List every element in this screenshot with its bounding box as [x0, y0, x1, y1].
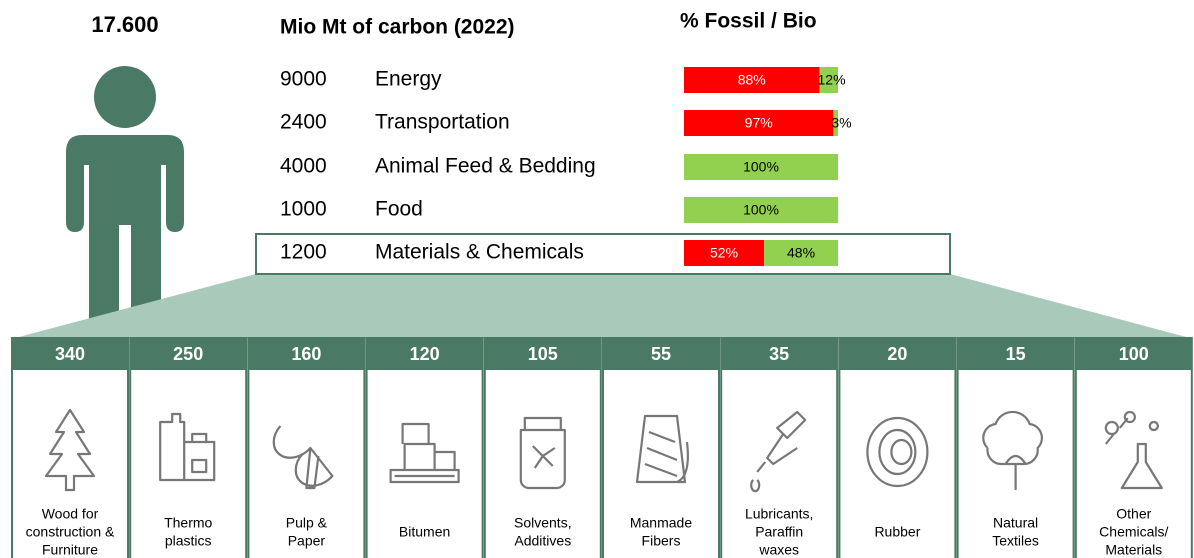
card-label: waxes [758, 542, 799, 558]
card-amount: 55 [651, 344, 671, 364]
card-label: Other [1116, 506, 1151, 522]
card-header [12, 338, 128, 370]
card-label: Rubber [874, 524, 920, 540]
sector-amount: 4000 [280, 155, 327, 178]
card [129, 337, 248, 558]
card [602, 337, 720, 558]
split-header: % Fossil / Bio [680, 10, 817, 33]
card-icon [750, 410, 807, 493]
card-amount: 35 [769, 344, 789, 364]
card-icon [159, 412, 216, 482]
card-icon [635, 414, 689, 484]
card-label: Fibers [642, 533, 681, 549]
card-icon [44, 408, 96, 492]
card-label: Natural [993, 515, 1038, 531]
card-header [957, 338, 1074, 370]
card-label: Wood for [42, 506, 99, 522]
card-label: Furniture [42, 542, 98, 558]
card-label: Chemicals/ [1099, 524, 1168, 540]
card-header [248, 338, 365, 370]
card-header [839, 338, 956, 370]
card-amount: 340 [55, 344, 85, 364]
card-amount: 105 [528, 344, 558, 364]
fossil-bar [684, 240, 765, 266]
bio-label: 3% [831, 115, 851, 131]
card-icon [519, 416, 566, 490]
card [838, 337, 957, 558]
card-amount: 20 [887, 344, 907, 364]
sector-name: Energy [375, 68, 442, 91]
card-label: Manmade [630, 515, 692, 531]
card [365, 337, 484, 558]
fossil-label: 52% [710, 245, 738, 261]
card-amount: 15 [1006, 344, 1026, 364]
carbon-header: Mio Mt of carbon (2022) [280, 16, 515, 39]
funnel [15, 274, 1190, 338]
card-header [366, 338, 483, 370]
sector-amount: 1200 [280, 241, 327, 264]
bio-label: 100% [743, 159, 779, 175]
card-label: Additives [514, 533, 571, 549]
card-label: plastics [165, 533, 212, 549]
card-label: construction & [26, 524, 115, 540]
card-label: Materials [1105, 542, 1162, 558]
fossil-label: 97% [745, 115, 773, 131]
card-icon [982, 410, 1044, 490]
person-icon [66, 66, 184, 325]
card-label: Thermo [164, 515, 212, 531]
bio-label: 12% [818, 72, 846, 88]
bio-bar [819, 67, 838, 93]
card-label: Paraffin [755, 524, 803, 540]
card [720, 337, 839, 558]
card-icon [389, 422, 460, 484]
card-amount: 100 [1119, 344, 1149, 364]
card [483, 337, 602, 558]
sector-amount: 9000 [280, 68, 327, 91]
card-icon [866, 416, 929, 488]
bio-label: 100% [743, 202, 779, 218]
sector-amount: 1000 [280, 198, 327, 221]
card [247, 337, 366, 558]
sector-name: Food [375, 198, 423, 221]
bio-bar [684, 154, 838, 180]
card-header [721, 338, 838, 370]
card [1074, 337, 1193, 558]
sector-name: Materials & Chemicals [375, 241, 584, 264]
total: 17.600 [91, 12, 158, 37]
sector-name: Transportation [375, 111, 510, 134]
card-icon [272, 425, 334, 490]
card-header [484, 338, 601, 370]
card-header [603, 338, 719, 370]
card-label: Solvents, [514, 515, 572, 531]
card-amount: 160 [291, 344, 321, 364]
card-header [1075, 338, 1192, 370]
bio-bar [684, 197, 838, 223]
sector-amount: 2400 [280, 111, 327, 134]
fossil-bar [684, 67, 820, 93]
card-label: Pulp & [286, 515, 328, 531]
highlight-box [255, 233, 951, 275]
card-label: Bitumen [399, 524, 450, 540]
bio-bar [764, 240, 838, 266]
card-icon [1104, 410, 1163, 490]
card-header [130, 338, 247, 370]
fossil-label: 88% [738, 72, 766, 88]
fossil-bar [684, 110, 834, 136]
card [956, 337, 1075, 558]
card-amount: 250 [173, 344, 203, 364]
sector-name: Animal Feed & Bedding [375, 155, 596, 178]
bio-bar [833, 110, 838, 136]
card-amount: 120 [410, 344, 440, 364]
card-label: Paper [288, 533, 326, 549]
card-label: Textiles [992, 533, 1039, 549]
bio-label: 48% [787, 245, 815, 261]
card-label: Lubricants, [745, 506, 813, 522]
card [11, 337, 129, 558]
